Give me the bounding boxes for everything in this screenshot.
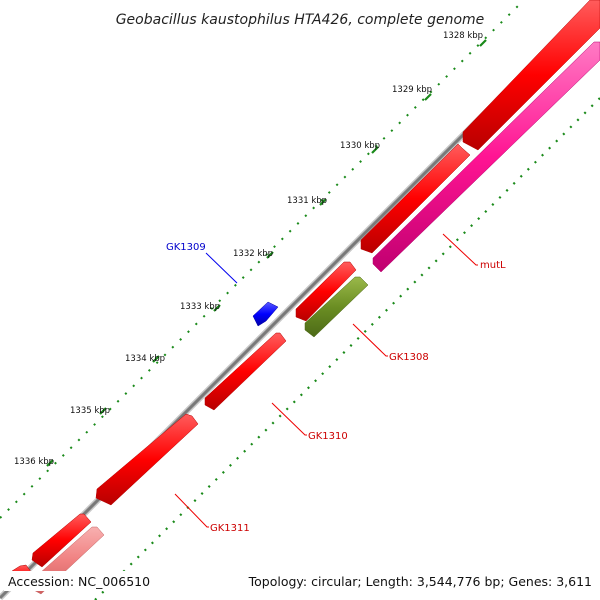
gk1308-feature[interactable]	[304, 276, 369, 338]
gk1311-leader	[174, 493, 209, 528]
mutl-feature[interactable]	[372, 41, 600, 273]
gk1308-leader	[352, 323, 388, 357]
gene-label-gk1310[interactable]: GK1310	[308, 431, 348, 442]
tick-label-1332: 1332 kbp	[233, 249, 273, 259]
genome-summary-text: Topology: circular; Length: 3,544,776 bp…	[248, 574, 592, 589]
footer-right-backing	[258, 571, 596, 591]
tick-label-1328: 1328 kbp	[443, 31, 483, 41]
cds-feature-gk1308-region[interactable]	[295, 261, 357, 322]
cds-feature-gk1311[interactable]	[95, 413, 199, 506]
gene-label-gk1311[interactable]: GK1311	[210, 523, 250, 534]
cds-track-outer	[6, 0, 600, 589]
map-title: Geobacillus kaustophilus HTA426, complet…	[116, 12, 485, 28]
cds-feature-mutl-region[interactable]	[360, 143, 471, 254]
gk1309-leader	[205, 252, 238, 284]
outer-dotted-ring	[0, 0, 525, 519]
cds-feature-bottom[interactable]	[31, 513, 92, 568]
footer-left-backing	[4, 571, 146, 591]
tick-label-1336: 1336 kbp	[14, 457, 54, 467]
gene-label-gk1308[interactable]: GK1308	[389, 352, 429, 363]
tick-label-1330: 1330 kbp	[340, 141, 380, 151]
cds-feature-gk1310[interactable]	[204, 332, 287, 411]
accession-text: Accession: NC_006510	[8, 574, 150, 589]
tick-label-1331: 1331 kbp	[287, 196, 327, 206]
gk1310-leader	[271, 402, 307, 436]
tick-label-1334: 1334 kbp	[125, 354, 165, 364]
mutl-leader	[442, 233, 478, 266]
tick-label-1329: 1329 kbp	[392, 85, 432, 95]
tick-label-1333: 1333 kbp	[180, 302, 220, 312]
cds-feature-top[interactable]	[462, 0, 600, 151]
gk1309-feature[interactable]	[252, 301, 279, 327]
gene-label-gk1309[interactable]: GK1309	[166, 242, 206, 253]
gene-label-mutl[interactable]: mutL	[480, 260, 506, 271]
tick-marks	[46, 39, 487, 467]
tick-label-1335: 1335 kbp	[70, 406, 110, 416]
inner-dotted-ring	[94, 97, 600, 600]
